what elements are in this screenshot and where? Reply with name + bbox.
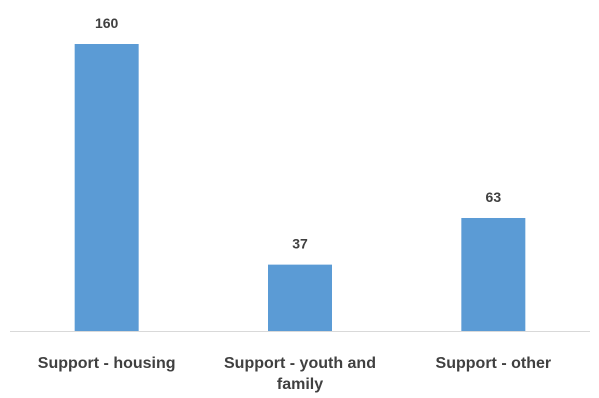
category-label-0: Support - housing bbox=[38, 355, 176, 372]
category-label-1-line-0: Support - youth and bbox=[224, 355, 376, 372]
data-labels-group: 160 37 63 bbox=[95, 15, 501, 252]
category-label-2-line-0: Support - other bbox=[436, 355, 552, 372]
bars-group bbox=[74, 44, 526, 331]
category-label-1: Support - youth and family bbox=[224, 355, 376, 393]
bar-0 bbox=[74, 44, 139, 331]
data-label-1: 37 bbox=[292, 236, 308, 252]
category-label-2: Support - other bbox=[436, 355, 552, 372]
category-labels-group: Support - housing Support - youth and fami… bbox=[38, 355, 551, 393]
bar-1 bbox=[268, 264, 332, 331]
data-label-0: 160 bbox=[95, 15, 119, 31]
data-label-2: 63 bbox=[486, 189, 502, 205]
category-label-1-line-1: family bbox=[277, 376, 323, 393]
bar-2 bbox=[461, 217, 526, 331]
category-label-0-line-0: Support - housing bbox=[38, 355, 176, 372]
